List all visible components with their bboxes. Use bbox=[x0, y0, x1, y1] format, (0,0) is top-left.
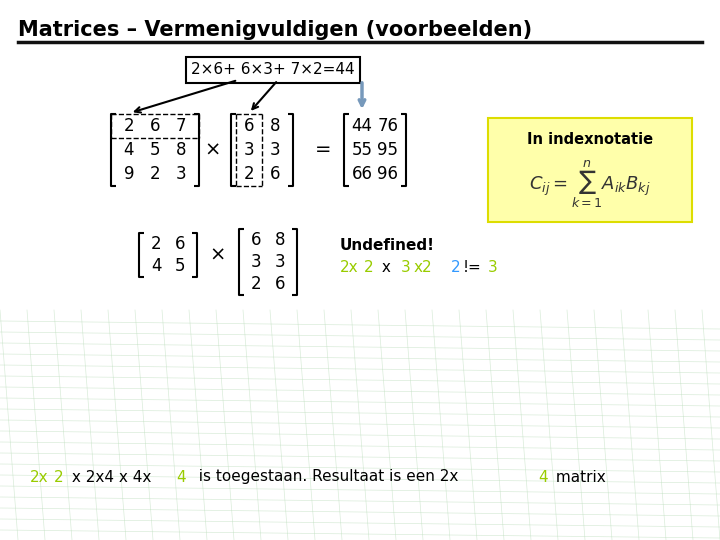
Text: 95: 95 bbox=[377, 141, 398, 159]
Text: $C_{ij} = \sum_{k=1}^{n} A_{ik} B_{kj}$: $C_{ij} = \sum_{k=1}^{n} A_{ik} B_{kj}$ bbox=[529, 158, 651, 210]
Text: 4: 4 bbox=[539, 469, 548, 484]
Text: 3: 3 bbox=[487, 260, 497, 274]
Text: 2x: 2x bbox=[30, 469, 49, 484]
Text: x 2x4 x 4x: x 2x4 x 4x bbox=[67, 469, 151, 484]
Text: matrix: matrix bbox=[551, 469, 606, 484]
Text: 6: 6 bbox=[251, 231, 261, 249]
Text: x2: x2 bbox=[414, 260, 432, 274]
Text: In indexnotatie: In indexnotatie bbox=[527, 132, 653, 147]
Text: 96: 96 bbox=[377, 165, 398, 183]
Text: 3: 3 bbox=[176, 165, 186, 183]
Text: 76: 76 bbox=[377, 117, 398, 135]
Text: 8: 8 bbox=[176, 141, 186, 159]
Text: =: = bbox=[315, 140, 331, 159]
Text: 4: 4 bbox=[150, 257, 161, 275]
Text: 4: 4 bbox=[124, 141, 134, 159]
Text: 2: 2 bbox=[150, 165, 161, 183]
Text: 3: 3 bbox=[251, 253, 261, 271]
Text: 6: 6 bbox=[275, 275, 285, 293]
Text: ×: × bbox=[204, 140, 221, 159]
Text: 3: 3 bbox=[270, 141, 280, 159]
Text: ×: × bbox=[210, 246, 226, 265]
Text: 2: 2 bbox=[243, 165, 254, 183]
Text: x: x bbox=[377, 260, 395, 274]
Text: 2: 2 bbox=[124, 117, 135, 135]
Text: Undefined!: Undefined! bbox=[340, 238, 435, 253]
Text: 55: 55 bbox=[351, 141, 372, 159]
Text: 7: 7 bbox=[176, 117, 186, 135]
Text: 9: 9 bbox=[124, 165, 134, 183]
Text: 5: 5 bbox=[175, 257, 185, 275]
Text: is toegestaan. Resultaat is een 2x: is toegestaan. Resultaat is een 2x bbox=[189, 469, 458, 484]
Text: 8: 8 bbox=[270, 117, 280, 135]
Text: 2×6+ 6×3+ 7×2=44: 2×6+ 6×3+ 7×2=44 bbox=[192, 63, 355, 78]
Text: 2: 2 bbox=[364, 260, 374, 274]
Text: 3: 3 bbox=[275, 253, 285, 271]
Text: Matrices – Vermenigvuldigen (voorbeelden): Matrices – Vermenigvuldigen (voorbeelden… bbox=[18, 20, 532, 40]
Text: 3: 3 bbox=[243, 141, 254, 159]
FancyBboxPatch shape bbox=[488, 118, 692, 222]
Text: 4: 4 bbox=[176, 469, 186, 484]
Text: 6: 6 bbox=[150, 117, 161, 135]
Text: 2: 2 bbox=[150, 235, 161, 253]
Text: 6: 6 bbox=[175, 235, 185, 253]
Text: 2: 2 bbox=[54, 469, 64, 484]
Text: 6: 6 bbox=[270, 165, 280, 183]
Text: 2: 2 bbox=[451, 260, 460, 274]
Text: 2x: 2x bbox=[340, 260, 359, 274]
Text: 2: 2 bbox=[251, 275, 261, 293]
Text: 5: 5 bbox=[150, 141, 161, 159]
Text: 66: 66 bbox=[351, 165, 372, 183]
Text: 6: 6 bbox=[244, 117, 254, 135]
Text: !=: != bbox=[463, 260, 482, 274]
Text: 8: 8 bbox=[275, 231, 285, 249]
Text: 44: 44 bbox=[351, 117, 372, 135]
Text: 3: 3 bbox=[401, 260, 411, 274]
